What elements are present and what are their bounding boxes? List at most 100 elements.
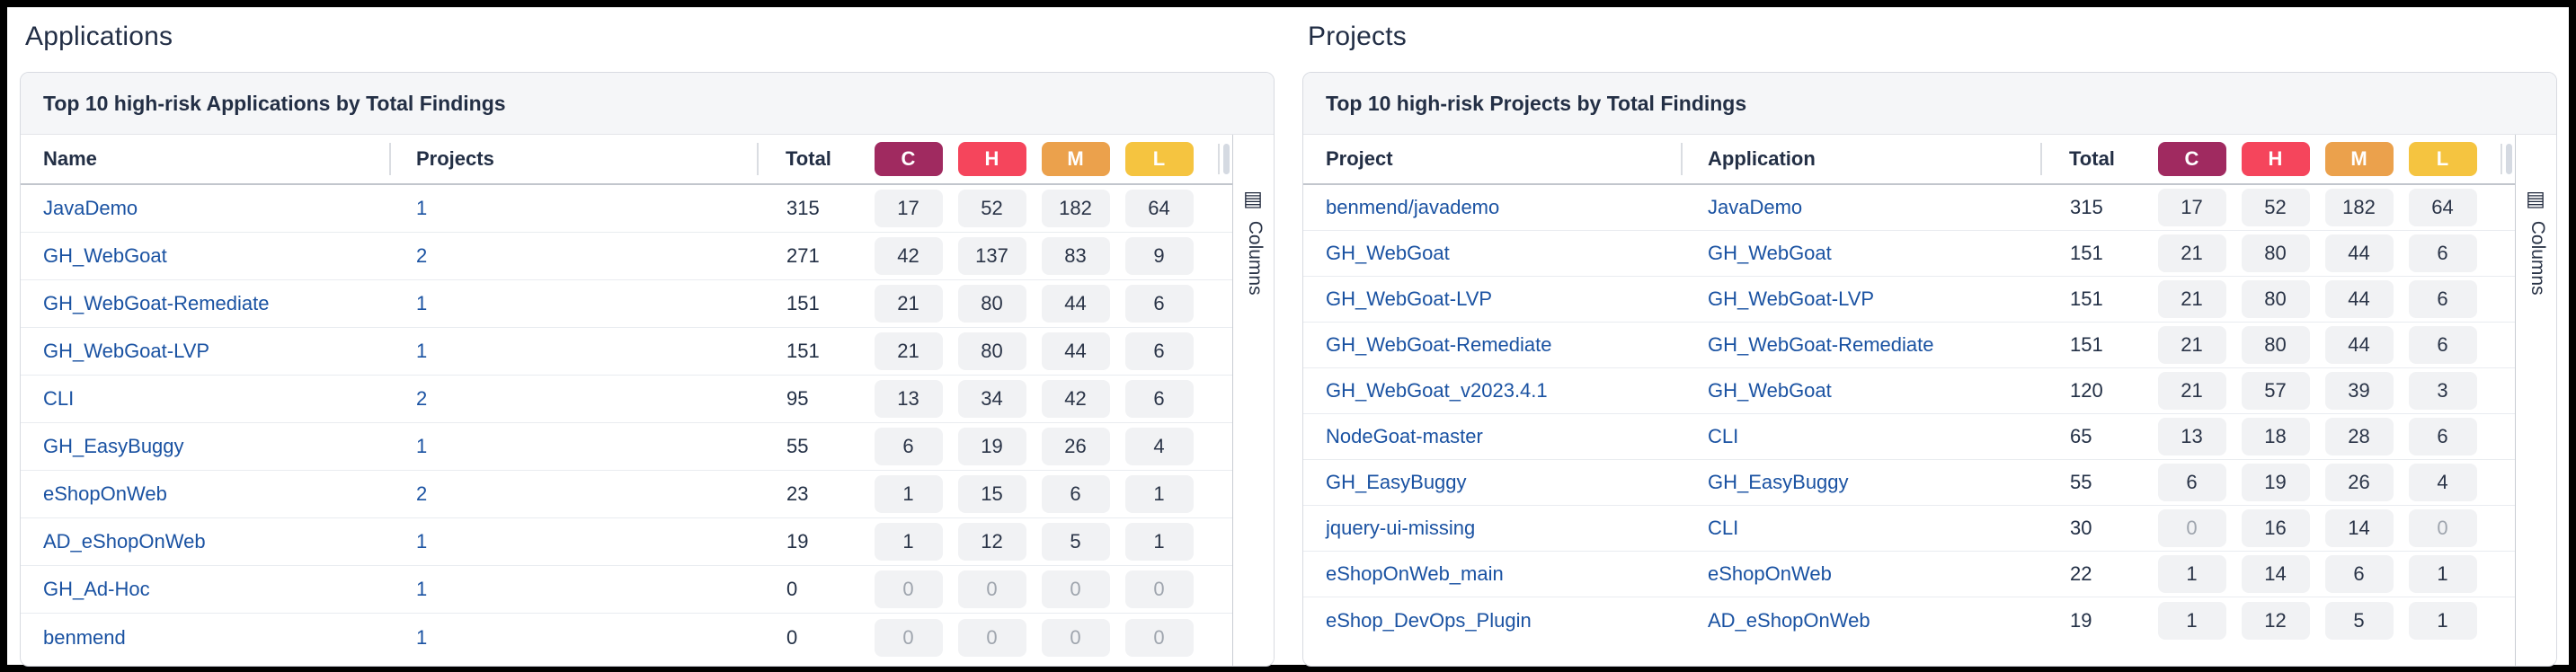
project-count-link[interactable]: 1 [416, 578, 428, 600]
project-count-link[interactable]: 1 [416, 340, 428, 362]
column-header-projects[interactable]: Projects [391, 147, 759, 171]
applications-table: Name Projects Total C H M L JavaDemo 1 315… [21, 135, 1233, 666]
total-findings-value: 151 [786, 292, 820, 314]
low-count: 6 [2408, 326, 2477, 364]
application-name-link[interactable]: AD_eShopOnWeb [1708, 608, 1870, 632]
total-findings-value: 55 [2070, 471, 2092, 493]
critical-count: 21 [2157, 234, 2226, 272]
applications-table-body: JavaDemo 1 315 17 52 182 64 GH_WebGoat 2 271 42 137… [21, 185, 1232, 661]
application-name-link[interactable]: GH_Ad-Hoc [43, 578, 150, 600]
project-name-link[interactable]: GH_WebGoat-LVP [1326, 287, 1493, 310]
application-name-link[interactable]: GH_WebGoat [1708, 379, 1832, 402]
application-name-link-cell: AD_eShopOnWeb [21, 530, 391, 553]
project-name-link[interactable]: jquery-ui-missing [1326, 517, 1476, 539]
project-count-link[interactable]: 1 [416, 435, 428, 457]
column-header-high-badge[interactable]: H [2241, 142, 2310, 176]
column-header-medium-badge[interactable]: M [2324, 142, 2394, 176]
project-name-link[interactable]: GH_WebGoat_v2023.4.1 [1326, 379, 1548, 402]
application-name-link[interactable]: AD_eShopOnWeb [43, 530, 206, 553]
table-row: JavaDemo 1 315 17 52 182 64 [21, 185, 1232, 233]
project-count-link[interactable]: 1 [416, 530, 428, 553]
column-header-total[interactable]: Total [786, 147, 831, 170]
applications-panel: Top 10 high-risk Applications by Total F… [20, 72, 1275, 667]
total-findings-value: 0 [786, 625, 798, 649]
application-name-link[interactable]: GH_WebGoat [43, 244, 167, 267]
column-header-medium-badge[interactable]: M [1041, 142, 1110, 176]
low-count: 6 [2408, 234, 2477, 272]
application-name-link-cell: GH_WebGoat-Remediate [1683, 333, 2042, 357]
project-name-link-cell: GH_WebGoat-LVP [1303, 287, 1683, 311]
project-count-link-cell: 1 [391, 197, 759, 220]
project-name-link[interactable]: eShopOnWeb_main [1326, 562, 1504, 585]
application-name-link[interactable]: CLI [43, 387, 75, 410]
high-count: 12 [957, 523, 1026, 561]
columns-button[interactable]: ▥ Columns [1244, 190, 1267, 296]
projects-panel: Top 10 high-risk Projects by Total Findi… [1302, 72, 2557, 667]
projects-panel-header: Top 10 high-risk Projects by Total Findi… [1303, 73, 2556, 135]
project-count-link[interactable]: 1 [416, 292, 428, 314]
column-header-application[interactable]: Application [1683, 147, 2042, 171]
projects-table: Project Application Total C H M L benmen… [1303, 135, 2516, 666]
application-name-link[interactable]: GH_WebGoat-LVP [1708, 287, 1875, 310]
project-count-link[interactable]: 2 [416, 482, 428, 505]
critical-count: 1 [874, 523, 943, 561]
project-name-link[interactable]: GH_WebGoat-Remediate [1326, 333, 1552, 356]
project-name-link[interactable]: NodeGoat-master [1326, 425, 1483, 447]
application-name-link[interactable]: GH_WebGoat-Remediate [1708, 333, 1934, 356]
application-name-link-cell: GH_WebGoat-LVP [1683, 287, 2042, 311]
column-header-project[interactable]: Project [1303, 147, 1683, 171]
table-row: GH_WebGoat GH_WebGoat 151 21 80 44 6 [1303, 231, 2515, 277]
critical-count: 13 [2157, 418, 2226, 455]
medium-count: 28 [2324, 418, 2394, 455]
project-name-link-cell: jquery-ui-missing [1303, 517, 1683, 540]
application-name-link[interactable]: CLI [1708, 425, 1739, 447]
table-row: GH_WebGoat_v2023.4.1 GH_WebGoat 120 21 57 39 3 [1303, 368, 2515, 414]
project-count-link[interactable]: 1 [416, 197, 428, 219]
project-count-link-cell: 1 [391, 530, 759, 553]
application-name-link[interactable]: GH_WebGoat [1708, 242, 1832, 264]
project-name-link[interactable]: eShop_DevOps_Plugin [1326, 608, 1532, 632]
application-name-link[interactable]: CLI [1708, 517, 1739, 539]
column-header-name[interactable]: Name [21, 147, 391, 171]
table-row: GH_EasyBuggy 1 55 6 19 26 4 [21, 423, 1232, 471]
medium-count: 44 [2324, 234, 2394, 272]
application-name-link[interactable]: eShopOnWeb [43, 482, 167, 505]
project-name-link[interactable]: benmend/javademo [1326, 196, 1500, 218]
high-count: 12 [2241, 601, 2310, 640]
project-count-link[interactable]: 2 [416, 244, 428, 267]
high-count: 34 [957, 380, 1026, 418]
project-name-link[interactable]: GH_EasyBuggy [1326, 471, 1467, 493]
total-findings-value: 151 [2070, 242, 2103, 264]
total-findings-value: 315 [786, 197, 820, 219]
application-name-link[interactable]: JavaDemo [43, 197, 138, 219]
application-name-link[interactable]: JavaDemo [1708, 196, 1803, 218]
critical-count: 21 [2157, 326, 2226, 364]
high-count: 52 [957, 190, 1026, 227]
vertical-scrollbar-thumb[interactable] [2506, 144, 2512, 174]
application-name-link[interactable]: GH_EasyBuggy [43, 435, 184, 457]
column-header-critical-badge[interactable]: C [874, 142, 943, 176]
application-name-link[interactable]: GH_WebGoat-LVP [43, 340, 210, 362]
project-name-link[interactable]: GH_WebGoat [1326, 242, 1450, 264]
column-header-critical-badge[interactable]: C [2157, 142, 2226, 176]
application-name-link[interactable]: GH_EasyBuggy [1708, 471, 1849, 493]
medium-count: 39 [2324, 372, 2394, 410]
columns-button-label: Columns [1245, 220, 1266, 296]
vertical-scrollbar-thumb[interactable] [1223, 144, 1230, 174]
application-name-link[interactable]: eShopOnWeb [1708, 562, 1832, 585]
critical-count: 21 [2157, 372, 2226, 410]
project-name-link-cell: eShop_DevOps_Plugin [1303, 609, 1683, 632]
application-name-link[interactable]: benmend [43, 625, 126, 649]
critical-count: 21 [2157, 280, 2226, 318]
column-header-low-badge[interactable]: L [2408, 142, 2477, 176]
application-name-link[interactable]: GH_WebGoat-Remediate [43, 292, 270, 314]
high-count: 18 [2241, 418, 2310, 455]
applications-columns-strip: ▥ Columns [1233, 135, 1274, 666]
project-count-link[interactable]: 1 [416, 625, 428, 649]
columns-button[interactable]: ▥ Columns [2527, 190, 2550, 296]
column-header-high-badge[interactable]: H [957, 142, 1026, 176]
column-header-total[interactable]: Total [2069, 147, 2115, 170]
project-count-link[interactable]: 2 [416, 387, 428, 410]
column-header-low-badge[interactable]: L [1124, 142, 1194, 176]
medium-count: 5 [2324, 601, 2394, 640]
